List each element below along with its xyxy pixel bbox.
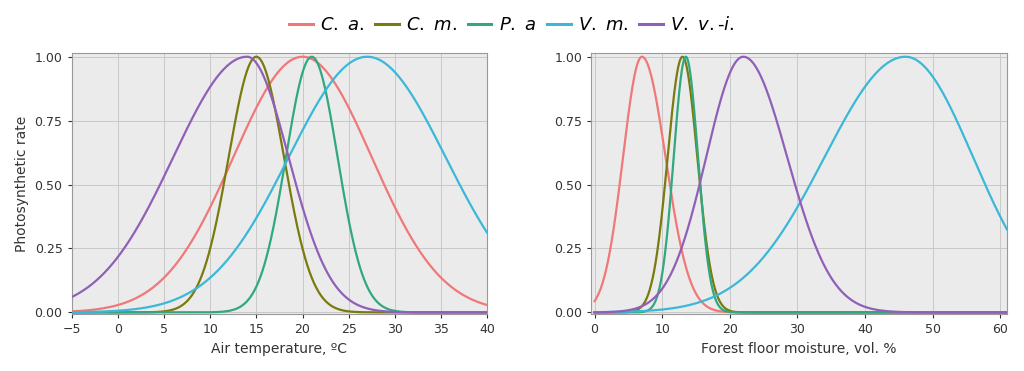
Legend: $\mathit{C.\ a.}$, $\mathit{C.\ m.}$, $\mathit{P.\ a}$, $\mathit{V.\ m.}$, $\mat: $\mathit{C.\ a.}$, $\mathit{C.\ m.}$, $\… [283, 9, 741, 42]
X-axis label: Forest floor moisture, vol. %: Forest floor moisture, vol. % [701, 342, 897, 356]
Y-axis label: Photosynthetic rate: Photosynthetic rate [15, 115, 29, 252]
X-axis label: Air temperature, ºC: Air temperature, ºC [211, 342, 347, 356]
